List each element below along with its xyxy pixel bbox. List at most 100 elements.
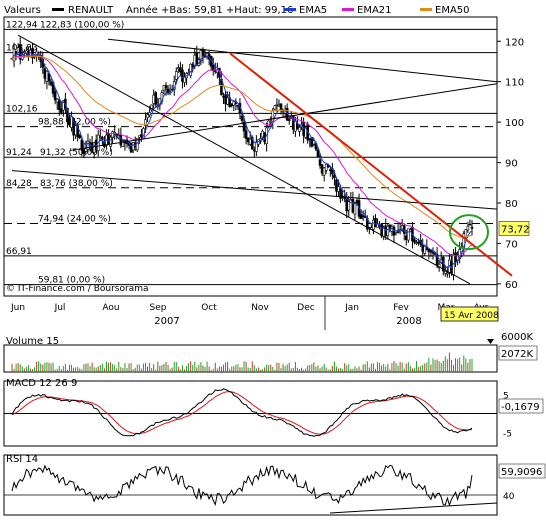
- candle-body: [242, 121, 246, 132]
- y-tick-label: 70: [505, 239, 518, 250]
- candle-body: [49, 81, 53, 85]
- volume-last-label: 2072K: [501, 349, 533, 360]
- ema5-line: [11, 51, 473, 269]
- candle-body: [92, 142, 96, 153]
- level-ratio-label: 74,94 (24,00 %): [38, 214, 111, 224]
- candle-body: [417, 241, 420, 244]
- level-label: 122,94: [6, 20, 38, 30]
- candle-body: [298, 127, 301, 132]
- candle-body: [316, 149, 320, 158]
- rsi-title: RSI 14: [6, 454, 38, 465]
- candle-body: [248, 138, 252, 145]
- candle-body: [43, 68, 47, 79]
- valeurs-label: Valeurs: [4, 5, 41, 16]
- candle-body: [277, 105, 281, 107]
- level-ratio-label: 122,83 (100,00 %): [40, 20, 124, 30]
- candle-body: [255, 141, 258, 152]
- candle-body: [195, 52, 199, 66]
- candle-body: [415, 242, 418, 244]
- candle-body: [318, 159, 322, 166]
- candle-body: [253, 149, 256, 152]
- legend-label-ema5: EMA5: [299, 5, 327, 16]
- candle-body: [140, 134, 143, 138]
- candle-body: [359, 214, 363, 219]
- candle-body: [444, 271, 447, 274]
- candle-body: [164, 85, 168, 89]
- candle-body: [82, 149, 86, 154]
- candle-body: [236, 104, 240, 107]
- level-ratio-label: 91,32 (50,00 %): [40, 148, 113, 158]
- month-label: Nov: [251, 303, 269, 313]
- candle-body: [287, 119, 291, 121]
- candle-body: [429, 250, 433, 253]
- month-label: Jul: [54, 303, 66, 313]
- candle-body: [351, 198, 355, 213]
- trend-line: [69, 83, 498, 151]
- volume-title: Volume 15: [6, 336, 59, 347]
- rsi-tick-label: 40: [503, 492, 515, 502]
- year-label: 2008: [396, 316, 421, 327]
- price-panel: 122,94 122,83 (100,00 %)108,83102,1698,88…: [3, 16, 530, 344]
- month-label: Aou: [102, 303, 119, 313]
- legend-label-ema21: EMA21: [357, 5, 392, 16]
- candle-body: [181, 69, 184, 82]
- price-frame: [3, 16, 498, 297]
- candle-body: [146, 114, 149, 118]
- candle-body: [45, 70, 49, 82]
- candle-body: [101, 137, 104, 140]
- legend-swatch-ema50: [420, 8, 432, 11]
- candle-body: [372, 219, 375, 230]
- rsi-panel: RSI 14 40 59,9096: [3, 454, 546, 516]
- trend-lines: [11, 34, 498, 285]
- candle-body: [99, 136, 102, 138]
- candle-body: [281, 110, 285, 113]
- candle-body: [386, 225, 390, 237]
- date-label: 15 Avr 2008: [444, 311, 499, 321]
- level-label: 91,24: [6, 148, 32, 158]
- candle-body: [320, 164, 324, 174]
- level-label: 102,16: [6, 104, 38, 114]
- candle-body: [407, 228, 410, 241]
- candle-body: [404, 235, 408, 240]
- candle-body: [150, 104, 153, 111]
- month-label: Dec: [297, 303, 314, 313]
- level-ratio-label: 83,76 (38,00 %): [40, 179, 113, 189]
- level-label: 84,28: [6, 179, 32, 189]
- candle-body: [470, 226, 474, 229]
- month-label: Sep: [150, 303, 167, 313]
- symbol-label: RENAULT: [68, 5, 114, 16]
- macd-last-box: [498, 398, 544, 414]
- legend-swatch-ema21: [342, 8, 354, 11]
- year-label: 2007: [154, 316, 179, 327]
- candle-body: [193, 54, 197, 67]
- candle-body: [322, 167, 326, 176]
- candle-body: [74, 125, 77, 136]
- rsi-trend-line: [329, 502, 498, 514]
- candle-body: [421, 244, 425, 252]
- candle-body: [431, 251, 435, 254]
- month-label: Jan: [344, 303, 359, 313]
- candle-body: [468, 223, 472, 226]
- date-box: [440, 306, 499, 322]
- level-ratio-label: 59,81 (0,00 %): [38, 276, 105, 286]
- candle-body: [246, 137, 250, 143]
- candle-body: [68, 118, 71, 125]
- red-resistance-line: [229, 52, 513, 277]
- candle-body: [339, 188, 342, 199]
- trend-line: [17, 34, 471, 285]
- candle-body: [446, 272, 449, 275]
- candle-body: [121, 140, 125, 147]
- candle-body: [86, 140, 90, 150]
- watermark-text: © IT-Finance.com / Boursorama: [6, 284, 148, 294]
- candle-body: [329, 169, 332, 171]
- level-label: 108,83: [6, 44, 38, 54]
- y-tick-label: 120: [505, 37, 524, 48]
- candle-body: [148, 112, 151, 116]
- candle-body: [232, 101, 236, 106]
- rsi-line: [11, 464, 473, 507]
- candle-body: [261, 130, 264, 138]
- candle-body: [144, 119, 147, 126]
- y-tick-label: 90: [505, 159, 518, 170]
- candle-body: [177, 67, 180, 69]
